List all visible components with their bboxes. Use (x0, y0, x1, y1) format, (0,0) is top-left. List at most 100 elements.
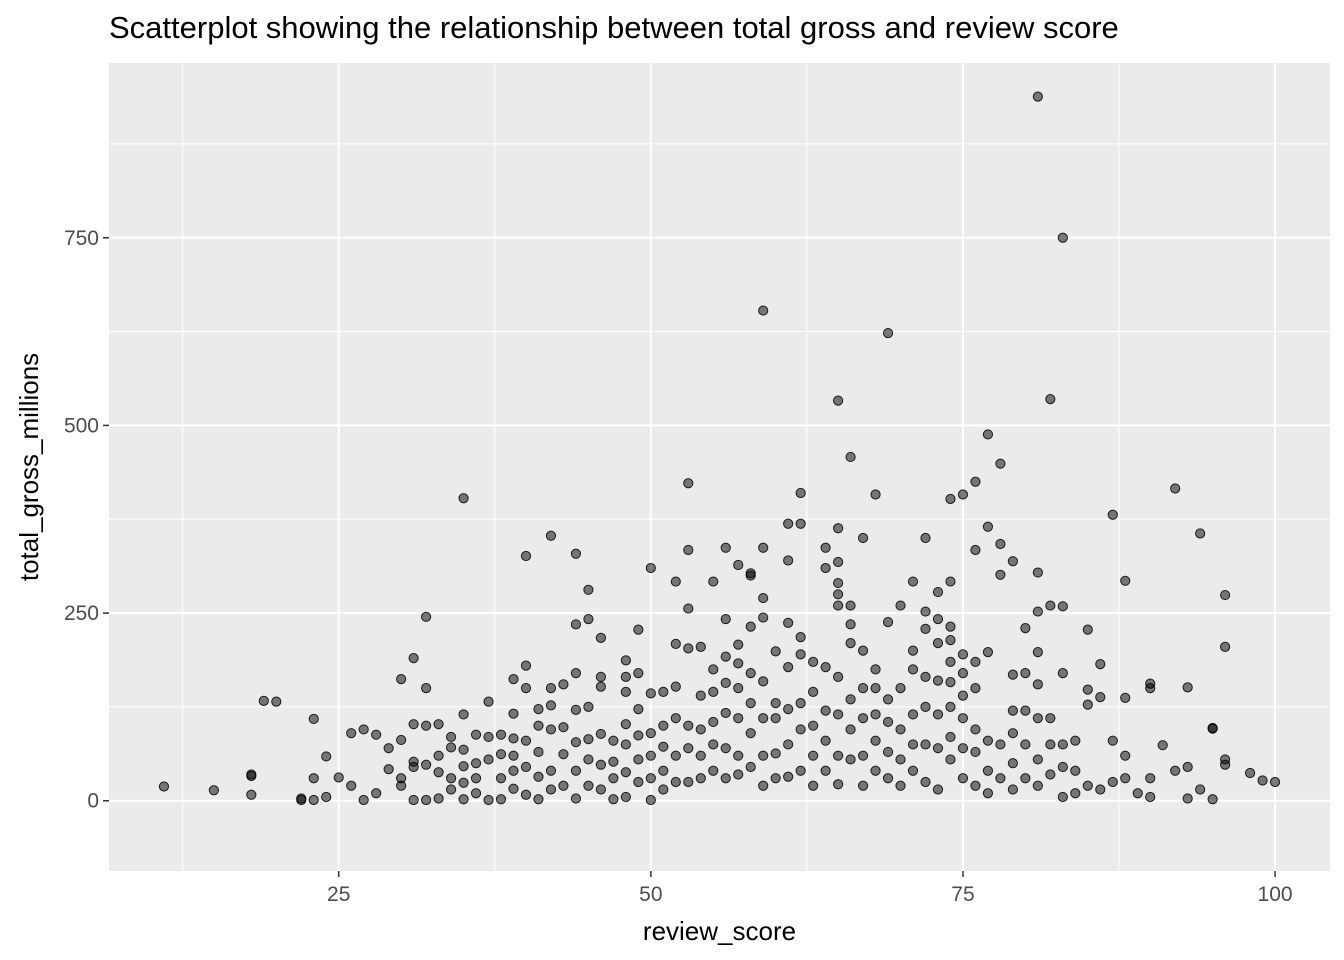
data-point (870, 489, 881, 500)
data-point (421, 720, 432, 731)
data-point (1120, 773, 1131, 784)
data-point (558, 679, 569, 690)
data-point (932, 638, 944, 649)
data-point (733, 658, 744, 669)
data-point (1070, 765, 1081, 776)
data-point (658, 784, 669, 795)
data-point (620, 686, 631, 697)
data-point (483, 731, 494, 743)
data-point (895, 780, 906, 791)
data-point (945, 656, 956, 667)
x-tick-label: 25 (327, 883, 350, 906)
y-tick-label: 500 (64, 414, 99, 437)
data-point (833, 600, 844, 611)
data-point (1045, 394, 1056, 405)
data-point (770, 646, 781, 657)
y-tick-label: 750 (64, 227, 99, 250)
data-point (670, 713, 681, 724)
data-point (708, 576, 719, 587)
data-point (570, 793, 582, 804)
data-point (820, 705, 831, 716)
data-point (1107, 509, 1118, 520)
data-point (595, 784, 606, 795)
data-point (658, 686, 669, 697)
data-point (1032, 606, 1043, 617)
data-point (1020, 739, 1031, 750)
data-point (495, 749, 507, 760)
data-point (808, 750, 819, 761)
data-point (595, 671, 606, 682)
data-point (371, 729, 382, 740)
data-point (483, 696, 494, 707)
data-point (907, 765, 919, 776)
data-point (1007, 758, 1018, 769)
data-point (583, 584, 594, 595)
y-axis-title: total_gross_millions (14, 353, 44, 581)
data-point (970, 724, 981, 735)
data-point (246, 789, 257, 800)
data-point (670, 638, 681, 649)
data-point (608, 735, 619, 746)
data-point (920, 623, 931, 634)
data-point (1220, 641, 1231, 652)
plot-panel (109, 63, 1330, 871)
data-point (483, 794, 494, 806)
data-point (1182, 761, 1193, 773)
data-point (945, 731, 956, 743)
data-point (495, 729, 507, 740)
data-point (957, 489, 969, 500)
data-point (658, 741, 669, 752)
data-point (1057, 668, 1068, 679)
data-point (683, 603, 694, 614)
data-point (720, 677, 731, 688)
data-point (770, 713, 781, 724)
data-point (583, 613, 594, 625)
data-point (857, 532, 869, 544)
data-point (870, 709, 881, 720)
data-point (820, 765, 831, 776)
data-point (870, 735, 881, 746)
data-point (1220, 759, 1231, 770)
data-point (783, 704, 794, 715)
data-point (645, 688, 656, 699)
data-point (783, 771, 794, 782)
data-point (421, 759, 432, 770)
data-point (1020, 773, 1031, 784)
data-point (633, 730, 644, 741)
data-point (458, 744, 469, 755)
data-point (595, 681, 606, 692)
data-point (520, 761, 532, 773)
data-point (770, 773, 781, 784)
data-point (1120, 750, 1131, 761)
data-point (733, 750, 744, 761)
x-tick-label: 100 (1258, 883, 1293, 906)
data-point (882, 327, 894, 339)
data-point (396, 773, 407, 784)
data-point (758, 713, 769, 724)
data-point (932, 613, 944, 625)
data-point (620, 719, 631, 730)
y-tick-label: 0 (87, 790, 99, 813)
data-point (708, 716, 719, 728)
data-point (795, 631, 806, 643)
data-point (870, 683, 881, 694)
data-point (570, 765, 582, 776)
data-point (1195, 528, 1206, 539)
data-point (670, 681, 681, 692)
x-tick-label: 75 (951, 883, 974, 906)
data-point (1120, 575, 1131, 586)
data-point (620, 739, 631, 750)
data-point (458, 493, 469, 504)
data-point (833, 671, 844, 682)
data-point (907, 664, 919, 675)
data-point (808, 656, 819, 667)
data-point (1007, 705, 1018, 716)
data-point (433, 793, 444, 804)
data-point (695, 724, 706, 735)
data-point (882, 694, 894, 705)
data-point (920, 606, 931, 617)
data-point (470, 758, 482, 769)
data-point (845, 694, 856, 705)
data-point (683, 720, 694, 731)
data-point (1057, 761, 1068, 773)
